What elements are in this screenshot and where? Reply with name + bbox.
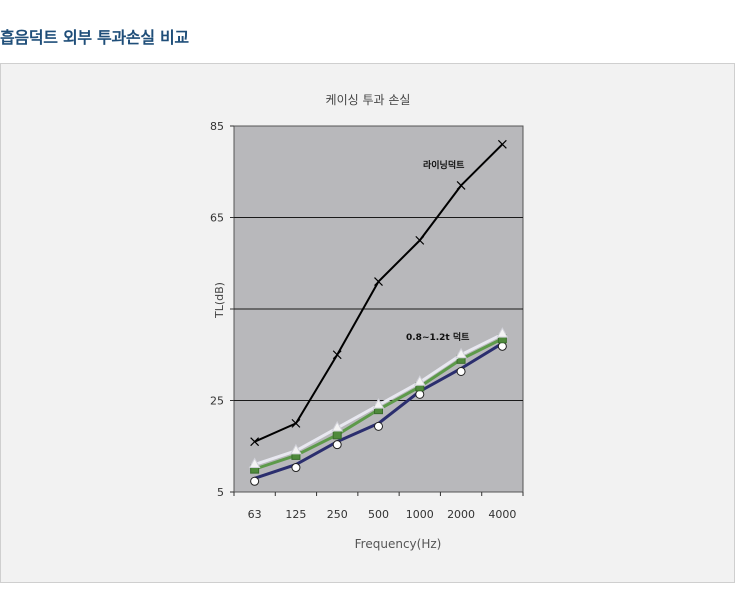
y-tick-label: 85 [210, 120, 224, 133]
data-point [374, 421, 383, 431]
data-point [250, 437, 260, 447]
x-tick-label: 63 [248, 508, 262, 521]
data-point [415, 389, 425, 399]
plot-group: 5 25 65 85 63 125 250 500 1000 2000 4000 라이닝덕트 0.8~1… [210, 120, 524, 521]
data-point [413, 375, 426, 386]
data-point [331, 420, 344, 432]
chart-panel: 케이싱 투과 손실 Frequency(Hz) TL(dB) 5 25 65 85 63… [0, 63, 735, 583]
data-point [497, 139, 507, 149]
page-heading: 흡음덕트 외부 투과손실 비교 [0, 28, 189, 47]
data-point [456, 181, 466, 190]
chart-title: 케이싱 투과 손실 [326, 93, 411, 107]
x-tick-label: 250 [327, 508, 348, 521]
y-tick-label: 25 [210, 395, 224, 408]
y-tick-label: 5 [217, 486, 224, 499]
x-tick-label: 1000 [406, 508, 434, 521]
y-axis-label: TL(dB) [213, 282, 226, 319]
data-point [456, 366, 466, 376]
data-point [374, 277, 383, 286]
data-point [496, 327, 509, 338]
data-point [332, 440, 342, 450]
data-point [332, 350, 342, 360]
x-tick-label: 2000 [447, 508, 475, 521]
data-point [290, 443, 302, 455]
data-point [248, 457, 261, 469]
y-tick-label: 65 [210, 212, 224, 225]
x-axis-label: Frequency(Hz) [355, 537, 442, 551]
line-chart: 케이싱 투과 손실 Frequency(Hz) TL(dB) 5 25 65 85 63… [210, 93, 524, 551]
data-point [250, 476, 260, 486]
series-annotation: 0.8~1.2t 덕트 [406, 332, 470, 343]
data-point [455, 347, 467, 359]
x-tick-label: 125 [285, 508, 306, 521]
data-point [291, 418, 301, 428]
data-point [332, 430, 342, 440]
x-tick-label: 500 [368, 508, 389, 521]
x-tick-label: 4000 [488, 508, 516, 521]
data-point [372, 398, 385, 409]
data-point [497, 341, 507, 351]
series-annotation: 라이닝덕트 [423, 159, 465, 171]
data-point [291, 463, 301, 473]
data-point [415, 235, 425, 245]
